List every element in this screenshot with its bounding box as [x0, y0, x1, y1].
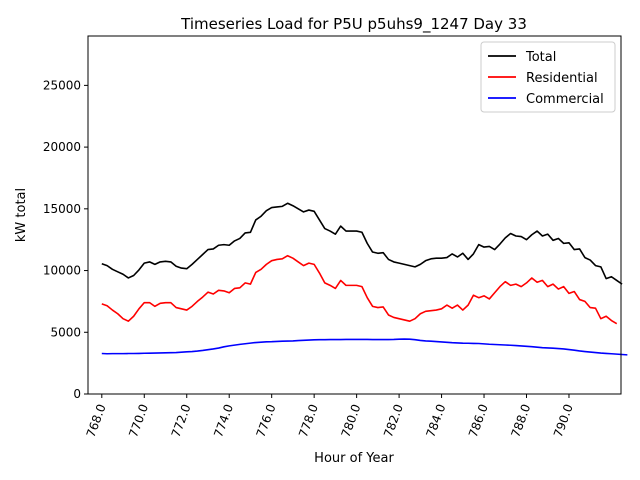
x-tick-label: 772.0 [169, 402, 194, 439]
series-layer [101, 202, 628, 356]
chart-title: Timeseries Load for P5U p5uhs9_1247 Day … [180, 15, 527, 34]
series-line-total [101, 202, 623, 285]
y-tick-label: 10000 [43, 264, 81, 278]
legend-label-commercial: Commercial [526, 92, 604, 107]
plot-frame [87, 35, 622, 395]
legend-label-residential: Residential [526, 71, 598, 86]
legend-box [480, 41, 616, 113]
y-tick-label: 0 [73, 387, 81, 401]
y-tick-label: 15000 [43, 202, 81, 216]
x-tick-label: 788.0 [508, 402, 533, 439]
y-tick-label: 5000 [50, 325, 81, 339]
x-tick-label: 782.0 [381, 402, 406, 439]
y-tick-label: 20000 [43, 140, 81, 154]
legend-items: Total Residential Commercial [488, 50, 604, 107]
x-axis-ticks: 768.0 770.0 772.0 774.0 776.0 778.0 780.0 782.0… [84, 394, 576, 439]
x-tick-label: 784.0 [423, 402, 448, 439]
series-line-commercial [101, 338, 628, 356]
x-tick-label: 770.0 [126, 402, 151, 439]
x-tick-label: 776.0 [254, 402, 279, 439]
x-tick-label: 780.0 [339, 402, 364, 439]
x-tick-label: 768.0 [84, 402, 109, 439]
x-axis-label: Hour of Year [314, 451, 394, 466]
legend: Total Residential Commercial [480, 41, 616, 113]
legend-label-total: Total [525, 50, 556, 65]
x-tick-label: 790.0 [551, 402, 576, 439]
y-axis-label: kW total [14, 188, 29, 242]
x-tick-label: 778.0 [296, 402, 321, 439]
series-line-residential [101, 254, 618, 325]
x-tick-label: 786.0 [466, 402, 491, 439]
y-tick-label: 25000 [43, 78, 81, 92]
x-tick-label: 774.0 [211, 402, 236, 439]
y-axis-ticks: 0 5000 10000 15000 20000 25000 [43, 78, 88, 401]
